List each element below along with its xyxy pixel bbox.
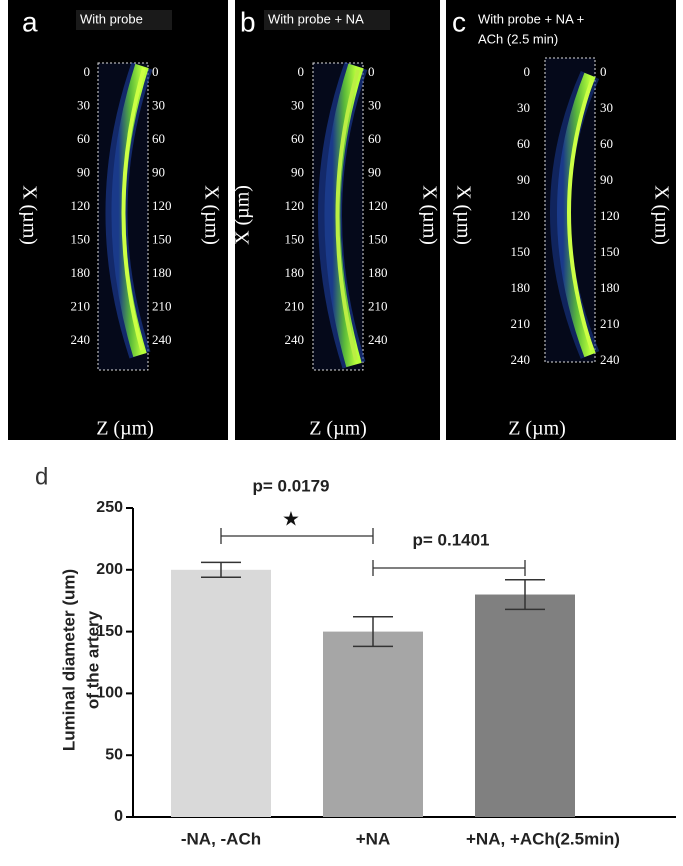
y-tick-label: 180 [368, 265, 388, 280]
y-tick-label: 30 [291, 97, 304, 112]
x-axis-label: Z (µm) [96, 418, 154, 440]
panel-title: With probe + NA + [478, 11, 584, 26]
y-tick-label: 180 [285, 265, 305, 280]
y-axis-label: of the artery [83, 610, 102, 709]
image-a [97, 62, 153, 371]
y-axis-label: X (µm) [650, 185, 672, 245]
x-tick-label: +NA, +ACh(2.5min) [466, 829, 620, 848]
bar [171, 569, 271, 817]
y-tick-label: 150 [71, 231, 91, 246]
y-tick-label: 150 [368, 231, 388, 246]
y-tick-label: 120 [152, 198, 172, 213]
y-tick-label: 240 [368, 332, 388, 347]
y-tick-label: 90 [77, 164, 90, 179]
y-tick-label: 120 [600, 208, 620, 223]
y-tick-label: 0 [298, 64, 305, 79]
y-tick-label: 120 [511, 208, 531, 223]
y-tick-label: 60 [368, 131, 381, 146]
y-axis-label: X (µm) [232, 185, 254, 245]
image-b [312, 61, 368, 371]
error-bar [201, 561, 241, 578]
y-tick-label: 150 [600, 244, 620, 259]
panel-title: With probe + NA [268, 11, 364, 26]
significance-bracket [372, 560, 526, 576]
y-tick-label: 120 [71, 198, 91, 213]
y-tick-label: 60 [77, 131, 90, 146]
error-bar [505, 578, 545, 611]
y-tick-label: 120 [285, 198, 305, 213]
y-tick-label: 60 [291, 131, 304, 146]
p-value: p= 0.0179 [252, 476, 329, 495]
significance-bracket [220, 528, 374, 544]
y-tick-label: 90 [152, 164, 165, 179]
panel-label: b [240, 6, 256, 37]
y-axis-label: X (µm) [200, 185, 222, 245]
y-tick-label: 60 [152, 131, 165, 146]
panel-title: With probe [80, 11, 143, 26]
x-axis-label: Z (µm) [508, 418, 566, 440]
y-tick-label: 30 [517, 100, 530, 115]
y-tick-label: 0 [524, 64, 531, 79]
y-tick-label: 180 [152, 265, 172, 280]
x-tick-label: -NA, -ACh [181, 829, 261, 848]
y-tick-label: 210 [285, 298, 305, 313]
y-tick-label: 250 [96, 499, 123, 516]
panel-label: c [452, 6, 466, 37]
panel-label: a [22, 6, 38, 37]
y-tick-label: 30 [152, 97, 165, 112]
significance-star: ★ [282, 508, 300, 530]
y-tick-label: 30 [77, 97, 90, 112]
title-box [264, 10, 390, 30]
y-tick-label: 60 [600, 136, 613, 151]
y-tick-label: 30 [368, 97, 381, 112]
panel-title: ACh (2.5 min) [478, 31, 558, 46]
y-tick-label: 90 [291, 164, 304, 179]
x-axis-label: Z (µm) [309, 418, 367, 440]
y-tick-label: 180 [600, 280, 620, 295]
y-tick-label: 210 [600, 316, 620, 331]
x-tick-label: +NA [356, 829, 390, 848]
y-tick-label: 100 [96, 685, 123, 702]
y-tick-label: 210 [368, 298, 388, 313]
y-tick-label: 240 [285, 332, 305, 347]
y-tick-label: 120 [368, 198, 388, 213]
y-tick-label: 210 [71, 298, 91, 313]
bar [323, 631, 423, 817]
y-tick-label: 180 [511, 280, 531, 295]
y-tick-label: 240 [600, 352, 620, 367]
panel-label: d [35, 463, 48, 490]
error-bar [353, 616, 393, 648]
y-tick-label: 60 [517, 136, 530, 151]
p-value: p= 0.1401 [412, 530, 489, 549]
y-tick-label: 0 [152, 64, 159, 79]
y-tick-label: 210 [511, 316, 531, 331]
y-tick-label: 240 [71, 332, 91, 347]
y-tick-label: 150 [285, 231, 305, 246]
y-tick-label: 150 [96, 623, 123, 640]
y-tick-label: 180 [71, 265, 91, 280]
y-tick-label: 150 [152, 231, 172, 246]
y-tick-label: 0 [600, 64, 607, 79]
y-tick-label: 200 [96, 561, 123, 578]
y-tick-label: 90 [368, 164, 381, 179]
y-axis-label: Luminal diameter (um) [59, 569, 78, 751]
title-box [76, 10, 172, 30]
y-axis-label: X (µm) [418, 185, 440, 245]
y-tick-label: 0 [368, 64, 375, 79]
y-tick-label: 150 [511, 244, 531, 259]
y-tick-label: 90 [600, 172, 613, 187]
y-tick-label: 50 [105, 746, 123, 763]
y-axis-label: X (µm) [18, 185, 40, 245]
y-tick-label: 90 [517, 172, 530, 187]
bar [475, 594, 575, 817]
y-tick-label: 210 [152, 298, 172, 313]
y-tick-label: 240 [152, 332, 172, 347]
y-tick-label: 240 [511, 352, 531, 367]
y-tick-label: 0 [114, 808, 123, 825]
y-axis-label: X (µm) [452, 185, 474, 245]
image-c [544, 57, 600, 363]
y-tick-label: 0 [84, 64, 91, 79]
y-tick-label: 30 [600, 100, 613, 115]
